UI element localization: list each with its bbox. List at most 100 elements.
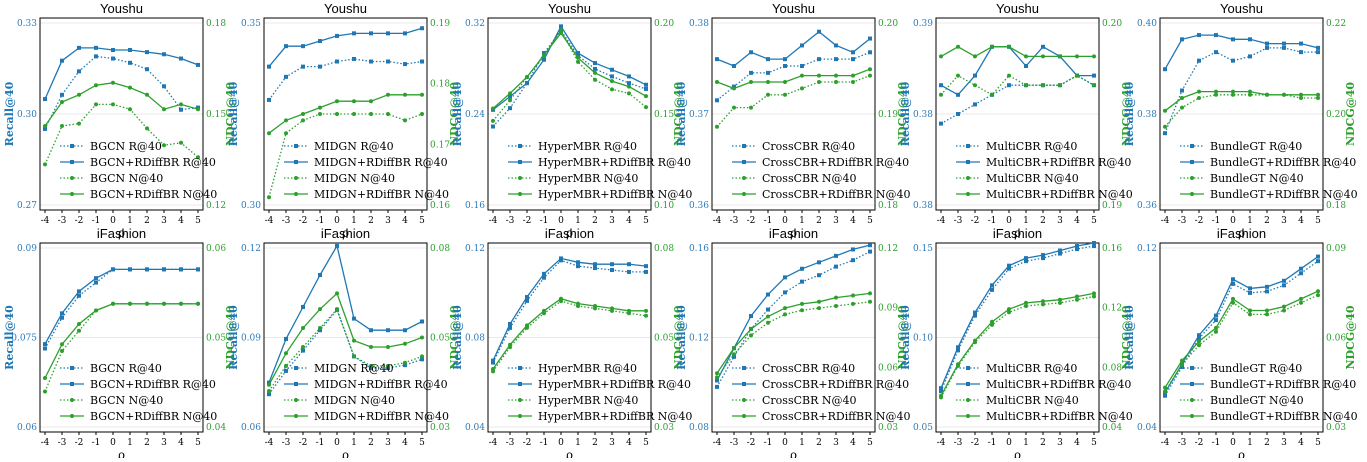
x-tick-label: -2 (299, 216, 308, 226)
y-left-tick-label: 0.16 (465, 201, 485, 211)
x-tick-label: 1 (127, 216, 133, 226)
y-left-tick-label: 0.09 (241, 334, 261, 344)
series-marker (403, 92, 407, 97)
series-marker (559, 256, 563, 261)
x-tick-label: 3 (385, 438, 391, 448)
series-marker (1282, 308, 1286, 313)
plot-frame (711, 17, 876, 211)
panel-10: iFashion -4 -3 -2 -1 0 1 2 3 4 5 ρ 0.08 0.12 0.16 0.03 0… (675, 226, 911, 462)
plot-frame (487, 242, 652, 433)
legend-label: MultiCBR+RDiffBR N@40 (986, 410, 1133, 423)
series-line-4 (716, 68, 871, 90)
panel-8: iFashion -4 -3 -2 -1 0 1 2 3 4 5 ρ 0.06 0.09 0.12 0.03 0… (227, 226, 461, 462)
series-marker (77, 69, 81, 74)
legend-marker (518, 398, 522, 402)
series-marker (1282, 92, 1286, 97)
series-marker (420, 112, 424, 116)
legend-label: BundleGT N@40 (1210, 394, 1304, 407)
series-marker (1231, 277, 1235, 282)
x-tick-label: -3 (58, 438, 67, 448)
legend-label: BGCN+RDiffBR N@40 (90, 188, 217, 201)
series-marker (800, 64, 804, 68)
series-marker (749, 80, 753, 84)
legend-label: BundleGT+RDiffBR R@40 (1210, 378, 1356, 391)
series-marker (77, 92, 81, 97)
y-left-tick-label: 0.39 (913, 19, 933, 29)
series-marker (939, 83, 943, 88)
series-marker (834, 264, 838, 269)
x-tick-label: 2 (592, 216, 598, 226)
legend-label: HyperMBR R@40 (538, 140, 637, 153)
x-tick-label: 4 (1074, 438, 1080, 448)
series-line-1 (940, 245, 1095, 392)
series-marker (369, 366, 373, 371)
series-marker (1299, 41, 1303, 46)
series-line-2 (268, 27, 423, 68)
legend-marker (294, 398, 298, 402)
x-tick-label: 0 (110, 216, 116, 226)
series-marker (318, 105, 322, 110)
x-tick-label: 2 (1040, 438, 1046, 448)
series-marker (1075, 297, 1079, 302)
series-line-3 (940, 295, 1095, 398)
y-right-tick-label: 0.08 (1102, 363, 1122, 373)
series-marker (60, 311, 64, 316)
series-marker (1163, 385, 1167, 390)
legend-label: HyperMBR N@40 (538, 394, 638, 407)
series-marker (369, 363, 373, 368)
y-right-axis-label: NDCG@40 (896, 305, 909, 369)
y-left-tick-label: 0.38 (913, 201, 933, 211)
series-marker (352, 99, 356, 104)
series-marker (1163, 124, 1167, 129)
series-marker (1197, 58, 1201, 63)
series-marker (800, 279, 804, 284)
x-tick-label: 3 (385, 216, 391, 226)
series-marker (715, 371, 719, 376)
series-marker (284, 74, 288, 79)
legend-marker (518, 366, 522, 370)
series-marker (1231, 37, 1235, 42)
series-marker (1058, 251, 1062, 256)
series-marker (369, 99, 373, 104)
y-left-tick-label: 0.10 (913, 334, 933, 344)
series-marker (1075, 294, 1079, 299)
legend-marker (518, 144, 522, 148)
y-right-tick-label: 0.19 (430, 19, 450, 29)
legend-label: CrossCBR+RDiffBR R@40 (762, 156, 909, 169)
series-marker (834, 80, 838, 84)
series-marker (162, 84, 166, 89)
series-marker (1007, 44, 1011, 49)
series-line-3 (1164, 294, 1319, 392)
series-marker (335, 33, 339, 38)
series-marker (766, 314, 770, 319)
series-line-2 (44, 47, 199, 100)
x-tick-label: 0 (558, 216, 564, 226)
series-marker (267, 131, 271, 136)
legend-marker (70, 398, 74, 402)
y-right-tick-label: 0.20 (1326, 110, 1346, 120)
x-axis-label: ρ (1238, 226, 1245, 240)
legend-marker (70, 192, 74, 196)
series-marker (128, 107, 132, 112)
series-line-2 (492, 257, 647, 361)
legend-label: HyperMBR+RDiffBR N@40 (538, 188, 692, 201)
legend-marker (1190, 160, 1194, 164)
series-marker (1041, 83, 1045, 88)
series-marker (990, 319, 994, 324)
panel-title: Youshu (772, 1, 815, 16)
series-marker (559, 296, 563, 301)
series-marker (386, 366, 390, 371)
series-marker (542, 53, 546, 58)
series-marker (644, 86, 648, 91)
series-marker (1214, 33, 1218, 38)
series-marker (301, 348, 305, 353)
series-marker (576, 53, 580, 58)
series-marker (77, 322, 81, 326)
legend-label: HyperMBR+RDiffBR R@40 (538, 378, 691, 391)
legend-marker (742, 176, 746, 180)
series-marker (420, 354, 424, 359)
series-marker (1316, 96, 1320, 100)
legend-label: CrossCBR R@40 (762, 140, 855, 153)
x-tick-label: 4 (626, 216, 632, 226)
y-right-tick-label: 0.06 (206, 244, 226, 254)
